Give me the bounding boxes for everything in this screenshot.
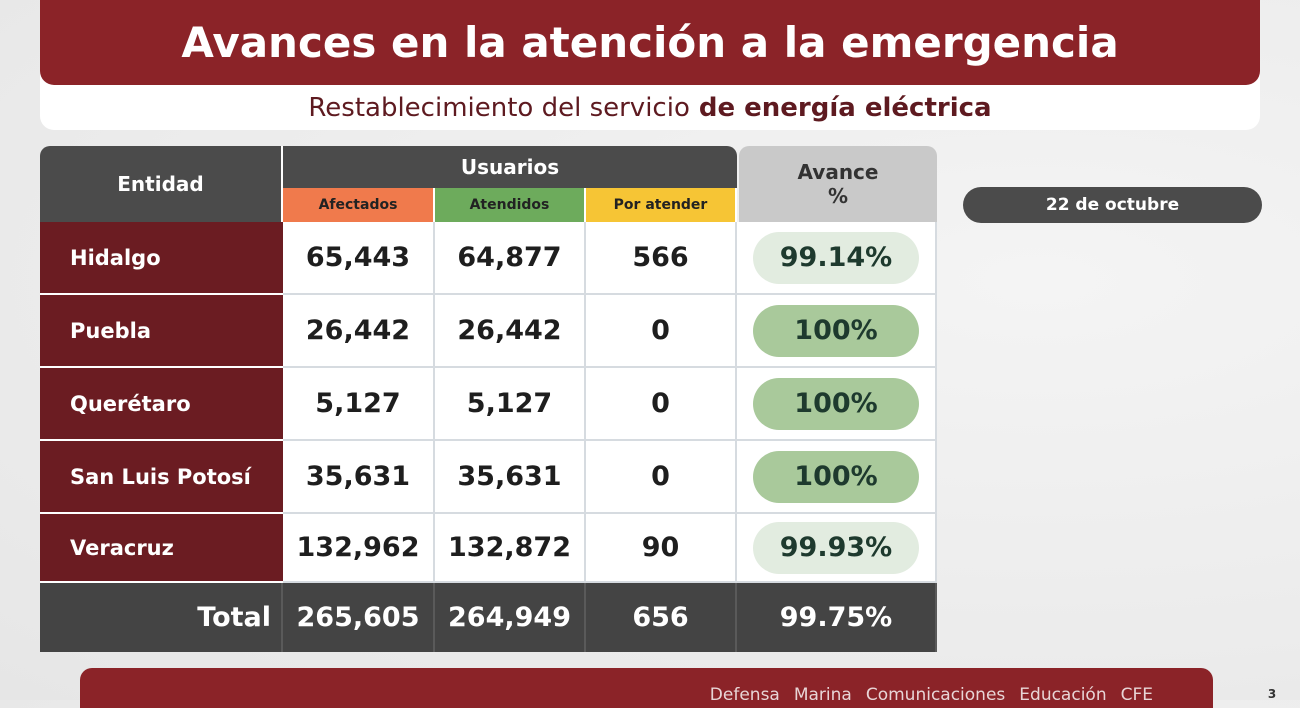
entity-cell: Hidalgo [40,222,283,295]
number-cell: 0 [586,295,737,368]
number-cell: 90 [586,514,737,583]
footer-item: CFE [1120,685,1153,705]
header-progress-line: Avance [797,160,879,184]
progress-cell: 100% [737,295,937,368]
number-cell: 0 [586,368,737,441]
entity-cell: Puebla [40,295,283,368]
number-cell: 35,631 [435,441,586,514]
progress-cell: 100% [737,368,937,441]
progress-pill: 99.93% [753,521,919,574]
header-entity: Entidad [40,146,283,222]
number-cell: 26,442 [435,295,586,368]
header-group: Usuarios [283,146,737,188]
header-progress-line: % [827,184,849,208]
title: Avances en la atención a la emergencia [40,0,1260,85]
progress-cell: 99.93% [737,514,937,583]
header-progress: Avance% [739,146,937,222]
subtitle-bold: de energía eléctrica [698,93,992,123]
number-cell: 132,872 [435,514,586,583]
progress-pill: 99.14% [753,231,919,284]
number-cell: 64,877 [435,222,586,295]
number-cell: 5,127 [435,368,586,441]
total-cell: 264,949 [435,583,586,652]
progress-pill: 100% [753,450,919,503]
date-badge: 22 de octubre [963,187,1262,223]
subtitle: Restablecimiento del servicio [308,93,690,123]
number-cell: 35,631 [283,441,435,514]
footer-item: Comunicaciones [865,685,1006,705]
total-cell: 99.75% [737,583,937,652]
number-cell: 65,443 [283,222,435,295]
number-cell: 26,442 [283,295,435,368]
footer-item: Educación [1019,685,1107,705]
footer-item: Marina [793,685,852,705]
header-sub: Atendidos [435,188,586,222]
progress-pill: 100% [753,377,919,430]
entity-cell: Querétaro [40,368,283,441]
total-cell: 265,605 [283,583,435,652]
number-cell: 0 [586,441,737,514]
number-cell: 5,127 [283,368,435,441]
footer-bar: Defensa Marina Comunicaciones Educación CFE [80,668,1213,708]
number-cell: 566 [586,222,737,295]
page-number: 3 [1267,687,1277,701]
progress-cell: 99.14% [737,222,937,295]
progress-pill: 100% [753,304,919,357]
total-label: Total [40,583,283,652]
entity-cell: San Luis Potosí [40,441,283,514]
progress-cell: 100% [737,441,937,514]
header-sub: Afectados [283,188,435,222]
number-cell: 132,962 [283,514,435,583]
header-sub: Por atender [586,188,737,222]
footer-item: Defensa [709,685,780,705]
total-cell: 656 [586,583,737,652]
entity-cell: Veracruz [40,514,283,583]
